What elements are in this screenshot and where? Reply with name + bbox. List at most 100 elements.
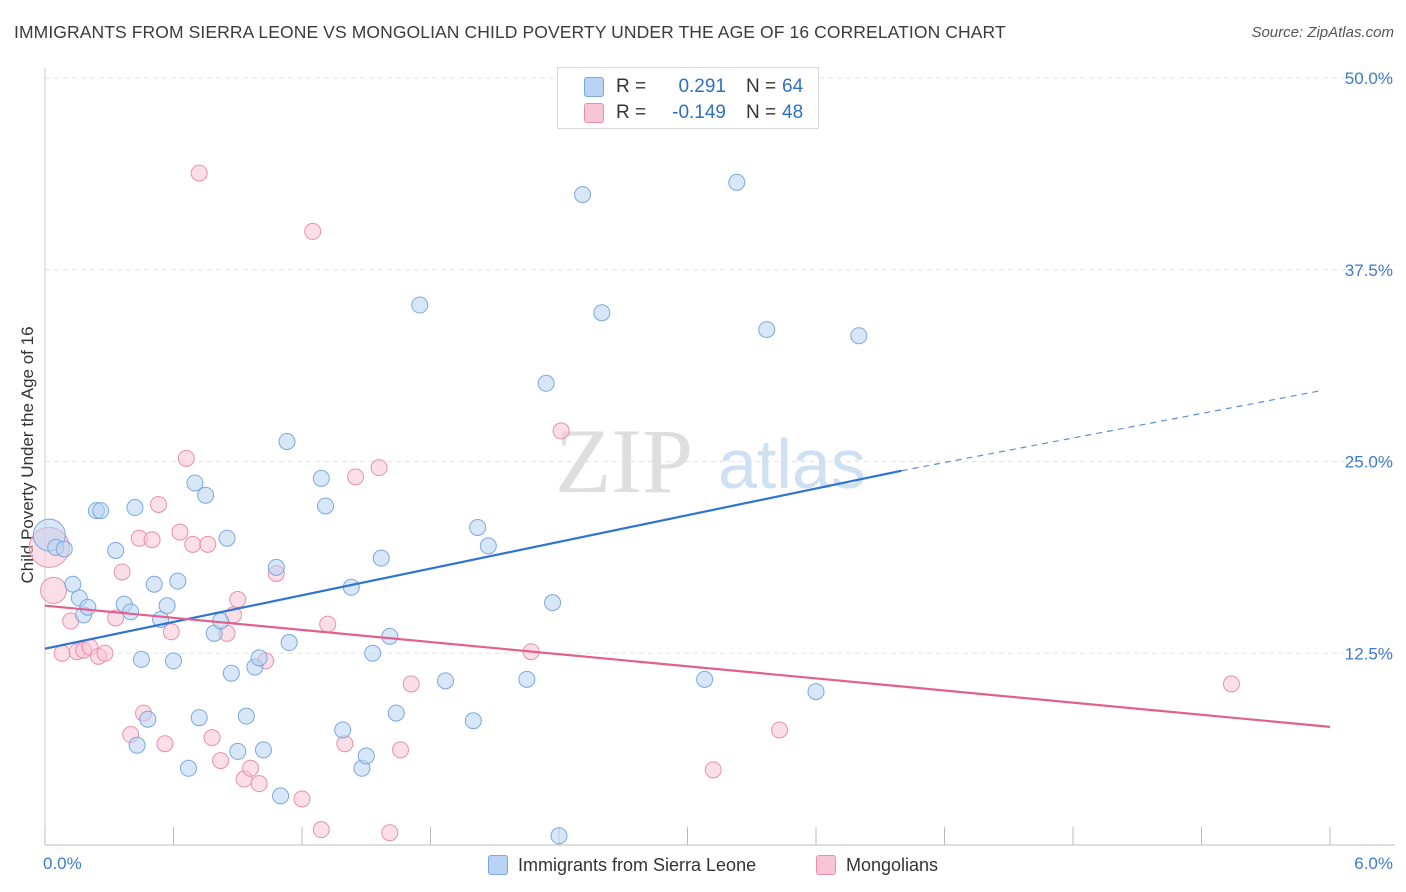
data-point xyxy=(278,433,296,451)
data-point xyxy=(696,670,714,688)
series-mongolians-points xyxy=(28,164,1240,842)
data-point xyxy=(280,634,298,652)
data-point xyxy=(574,186,592,204)
data-point xyxy=(150,495,168,513)
legend-swatch-blue xyxy=(584,77,604,97)
data-point xyxy=(552,422,570,440)
source-label[interactable]: Source: ZipAtlas.com xyxy=(1251,24,1394,41)
data-point xyxy=(171,523,189,541)
data-point xyxy=(312,821,330,839)
r-value: 0.291 xyxy=(678,76,726,97)
axes xyxy=(44,68,1395,846)
data-point xyxy=(267,558,285,576)
trend-lines xyxy=(44,390,1331,728)
data-point xyxy=(550,827,568,845)
series-legend: Immigrants from Sierra Leone Mongolians xyxy=(0,852,1406,878)
legend-label: Mongolians xyxy=(846,854,939,875)
watermark: ZIP atlas xyxy=(555,410,866,512)
data-point xyxy=(107,541,125,559)
trend-line-sierra-leone xyxy=(44,469,902,650)
data-point xyxy=(728,173,746,191)
data-point xyxy=(158,597,176,615)
data-point xyxy=(113,563,131,581)
data-point xyxy=(197,486,215,504)
legend-row-mongolians: R = -0.149 N = 48 xyxy=(558,100,803,126)
n-label: N = xyxy=(746,76,777,97)
n-value: 48 xyxy=(782,102,804,123)
data-point xyxy=(319,615,337,633)
data-point xyxy=(304,222,322,240)
y-tick-label: 37.5% xyxy=(1345,261,1393,280)
data-point xyxy=(544,594,562,612)
data-point xyxy=(469,518,487,536)
legend-item-mongolians[interactable]: Mongolians xyxy=(816,852,938,878)
data-point xyxy=(436,672,454,690)
data-point xyxy=(165,652,182,670)
data-point xyxy=(317,497,335,515)
legend-swatch-pink xyxy=(816,855,836,875)
data-point xyxy=(254,741,272,759)
data-point xyxy=(334,721,352,739)
legend-swatch-pink xyxy=(584,103,604,123)
data-point xyxy=(218,529,236,547)
data-point xyxy=(704,761,722,779)
data-point xyxy=(79,598,97,616)
data-point xyxy=(143,531,161,549)
data-point xyxy=(381,627,399,645)
data-point xyxy=(96,644,114,662)
data-point xyxy=(537,374,555,392)
data-point xyxy=(132,650,150,668)
r-value: -0.149 xyxy=(672,102,726,123)
data-point xyxy=(518,670,536,688)
data-point xyxy=(203,729,221,747)
data-point xyxy=(199,535,217,553)
data-point xyxy=(372,549,390,567)
data-point xyxy=(162,623,180,641)
data-point xyxy=(758,321,776,339)
data-point xyxy=(92,502,110,520)
data-point xyxy=(64,575,82,593)
data-point xyxy=(370,459,388,477)
data-point xyxy=(392,741,410,759)
tick-labels: 12.5% 25.0% 37.5% 50.0% 0.0% 6.0% xyxy=(43,69,1393,873)
data-point xyxy=(184,535,202,553)
y-tick-label: 50.0% xyxy=(1345,69,1393,88)
trend-line-mongolians xyxy=(44,604,1331,728)
data-point xyxy=(312,469,330,487)
data-point xyxy=(212,752,230,770)
y-tick-label: 12.5% xyxy=(1345,644,1393,663)
data-point xyxy=(229,742,247,760)
legend-swatch-blue xyxy=(488,855,508,875)
data-point xyxy=(250,775,268,793)
data-point xyxy=(122,603,140,621)
n-value: 64 xyxy=(782,76,804,97)
data-point xyxy=(190,164,208,182)
data-point xyxy=(850,327,868,345)
x-tick-label: 0.0% xyxy=(43,854,82,873)
data-point xyxy=(229,591,247,609)
watermark-atlas: atlas xyxy=(718,425,866,503)
data-point xyxy=(464,712,482,730)
data-point xyxy=(107,609,125,627)
data-point xyxy=(293,790,311,808)
data-point xyxy=(53,644,71,662)
data-point xyxy=(190,709,208,727)
data-point xyxy=(387,704,405,722)
data-point xyxy=(364,644,382,662)
trend-line-sierra-leone-projection xyxy=(901,390,1320,472)
data-point xyxy=(479,537,497,555)
data-point xyxy=(145,575,163,593)
legend-item-sierra-leone[interactable]: Immigrants from Sierra Leone xyxy=(488,852,756,878)
data-point xyxy=(237,707,255,725)
data-point xyxy=(177,449,195,467)
data-point xyxy=(381,824,399,842)
watermark-zip: ZIP xyxy=(555,410,693,512)
data-point xyxy=(347,468,365,486)
data-point xyxy=(128,736,146,754)
data-point xyxy=(357,747,375,765)
data-point xyxy=(242,759,260,777)
data-point xyxy=(593,304,611,322)
data-point xyxy=(55,540,73,558)
data-point xyxy=(139,710,157,728)
